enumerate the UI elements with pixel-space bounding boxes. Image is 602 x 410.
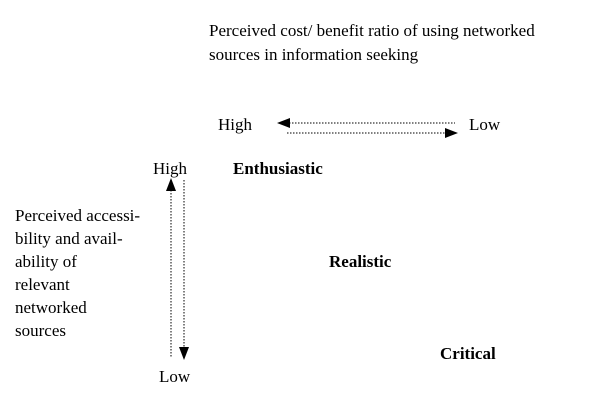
left-axis-high-label: High [153, 159, 187, 178]
left-axis-title-line-4: relevant [15, 275, 70, 294]
left-axis-title-line-5: networked [15, 298, 87, 317]
top-axis-title-line-2: sources in information seeking [209, 45, 419, 64]
left-axis-title-line-1: Perceived accessi- [15, 206, 141, 225]
up-pointing-arrow [166, 178, 176, 358]
right-pointing-arrow [287, 128, 458, 138]
category-enthusiastic: Enthusiastic [233, 159, 323, 178]
left-pointing-arrow [277, 118, 455, 128]
left-axis-title-line-3: ability of [15, 252, 77, 271]
left-axis-title-line-6: sources [15, 321, 66, 340]
left-axis-low-label: Low [159, 367, 191, 386]
category-realistic: Realistic [329, 252, 392, 271]
down-pointing-arrow [179, 180, 189, 360]
category-critical: Critical [440, 344, 496, 363]
top-axis-high-label: High [218, 115, 252, 134]
top-axis-title-line-1: Perceived cost/ benefit ratio of using n… [209, 21, 535, 40]
top-axis-low-label: Low [469, 115, 501, 134]
left-axis-title-line-2: bility and avail- [15, 229, 123, 248]
